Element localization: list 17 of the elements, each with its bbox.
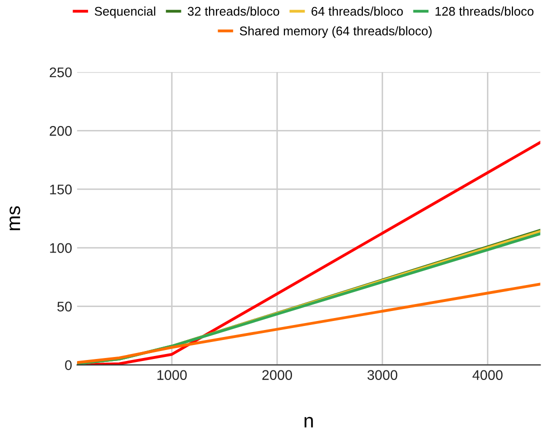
y-tick-label: 100: [50, 243, 72, 253]
legend-label: 128 threads/bloco: [436, 6, 534, 16]
y-tick-label: 150: [50, 184, 72, 194]
y-tick-label: 250: [50, 67, 72, 78]
x-tick-label: 2000: [262, 370, 292, 380]
x-tick-label: 1000: [157, 370, 187, 380]
legend-label: 32 threads/bloco: [188, 6, 280, 16]
legend-label: Shared memory (64 threads/bloco): [240, 26, 432, 38]
legend-label: 64 threads/bloco: [312, 6, 403, 16]
x-tick-label: 3000: [367, 370, 398, 380]
y-axis-title: ms: [10, 206, 20, 230]
legend-label: Sequencial: [94, 6, 156, 18]
x-axis-title: n: [304, 416, 313, 428]
y-tick-label: 0: [65, 360, 72, 370]
x-tick-label: 4000: [472, 370, 503, 380]
y-tick-label: 200: [50, 126, 72, 136]
y-tick-label: 50: [57, 302, 72, 312]
